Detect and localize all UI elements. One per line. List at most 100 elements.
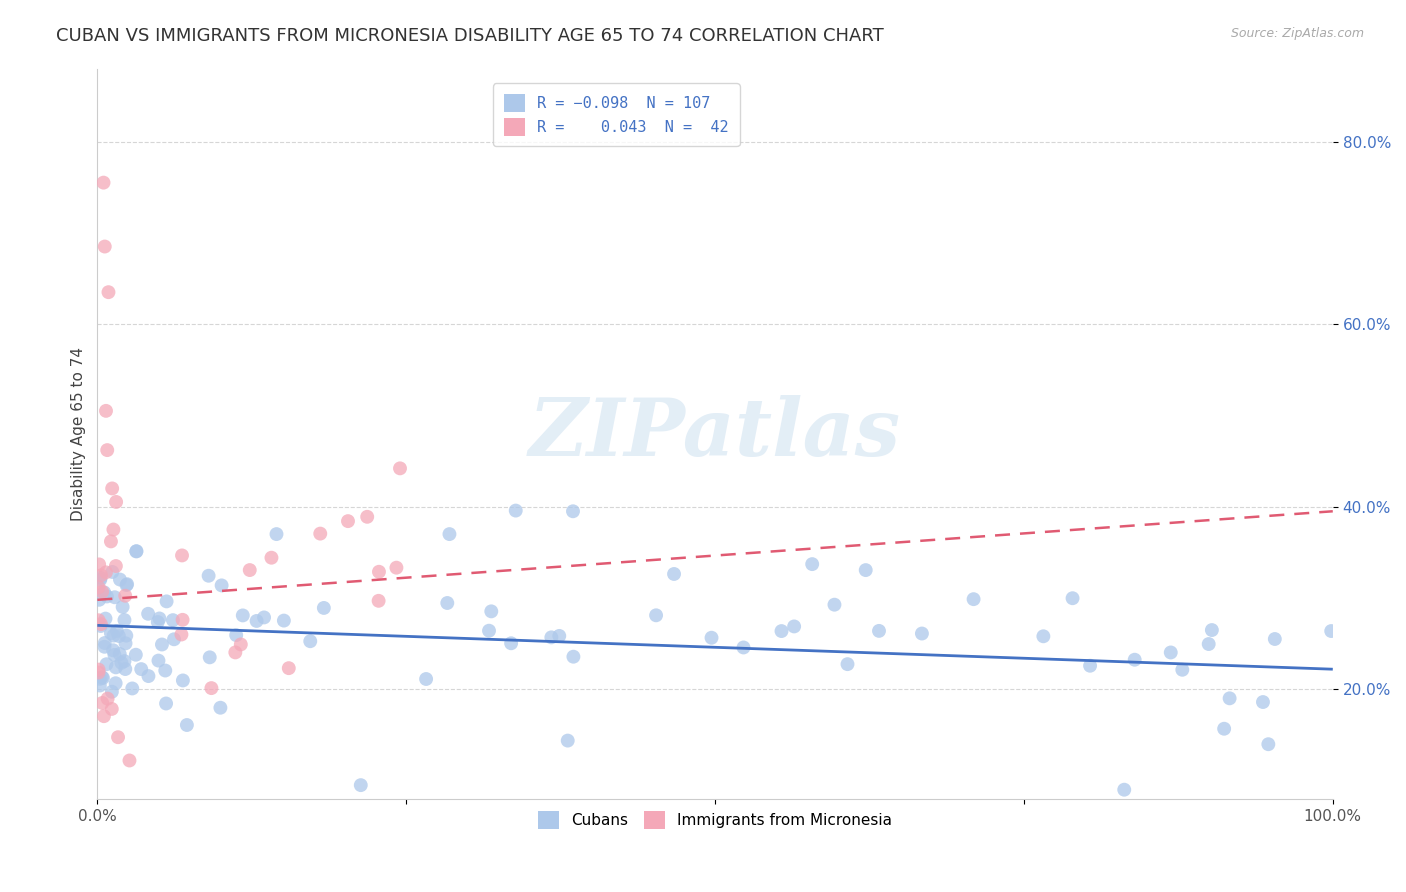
Point <box>89 672 111 686</box>
Point <box>87 613 110 627</box>
Point <box>100 534 122 549</box>
Point <box>389 461 412 475</box>
Point <box>94 636 117 650</box>
Point <box>115 629 138 643</box>
Point <box>93 585 115 599</box>
Point <box>136 607 159 621</box>
Point <box>155 664 177 678</box>
Point <box>146 615 169 629</box>
Point <box>562 649 585 664</box>
Point <box>101 643 124 657</box>
Point <box>129 662 152 676</box>
Point <box>356 509 378 524</box>
Point <box>104 676 127 690</box>
Point <box>299 634 322 648</box>
Point <box>114 654 136 668</box>
Point <box>505 503 527 517</box>
Point <box>155 594 177 608</box>
Point <box>209 700 232 714</box>
Point <box>1160 645 1182 659</box>
Point <box>97 691 120 706</box>
Point <box>962 592 984 607</box>
Point <box>94 566 117 580</box>
Point <box>367 594 389 608</box>
Point <box>104 660 127 674</box>
Point <box>1171 663 1194 677</box>
Point <box>557 733 579 747</box>
Point <box>87 580 110 594</box>
Point <box>90 571 112 585</box>
Point <box>801 557 824 571</box>
Point <box>1251 695 1274 709</box>
Text: ZIPatlas: ZIPatlas <box>529 395 901 473</box>
Point <box>96 443 118 458</box>
Point <box>548 629 571 643</box>
Point <box>770 624 793 638</box>
Point <box>103 648 125 662</box>
Point <box>115 577 138 591</box>
Point <box>540 631 562 645</box>
Point <box>562 504 585 518</box>
Point <box>155 697 177 711</box>
Point <box>645 608 668 623</box>
Point <box>1201 623 1223 637</box>
Point <box>700 631 723 645</box>
Point <box>148 654 170 668</box>
Point <box>103 523 125 537</box>
Point <box>1123 653 1146 667</box>
Point <box>114 636 136 650</box>
Point <box>105 624 128 638</box>
Point <box>200 681 222 695</box>
Point <box>198 650 221 665</box>
Point <box>232 608 254 623</box>
Point <box>309 526 332 541</box>
Point <box>479 604 502 618</box>
Point <box>260 550 283 565</box>
Point <box>108 629 131 643</box>
Point <box>385 560 408 574</box>
Point <box>96 657 118 672</box>
Point <box>350 778 373 792</box>
Point <box>87 665 110 680</box>
Point <box>662 566 685 581</box>
Point <box>90 617 112 632</box>
Point <box>868 624 890 638</box>
Point <box>337 514 360 528</box>
Point <box>837 657 859 672</box>
Point <box>90 568 112 582</box>
Point <box>229 637 252 651</box>
Point <box>253 610 276 624</box>
Point <box>114 589 136 603</box>
Point <box>733 640 755 655</box>
Point <box>855 563 877 577</box>
Point <box>121 681 143 696</box>
Point <box>90 619 112 633</box>
Point <box>101 702 124 716</box>
Point <box>163 632 186 647</box>
Point <box>105 495 128 509</box>
Point <box>170 627 193 641</box>
Point <box>114 662 136 676</box>
Point <box>150 638 173 652</box>
Point <box>108 573 131 587</box>
Point <box>197 568 219 582</box>
Point <box>87 663 110 677</box>
Point <box>224 645 246 659</box>
Point <box>1219 691 1241 706</box>
Point <box>823 598 845 612</box>
Point <box>501 636 523 650</box>
Point <box>170 549 193 563</box>
Point <box>312 601 335 615</box>
Point <box>97 285 120 300</box>
Legend: Cubans, Immigrants from Micronesia: Cubans, Immigrants from Micronesia <box>531 805 898 835</box>
Point <box>436 596 458 610</box>
Point <box>89 558 111 572</box>
Point <box>101 685 124 699</box>
Point <box>93 176 115 190</box>
Point <box>1032 629 1054 643</box>
Point <box>111 599 134 614</box>
Point <box>211 578 233 592</box>
Point <box>1264 632 1286 646</box>
Point <box>246 614 269 628</box>
Point <box>93 709 115 723</box>
